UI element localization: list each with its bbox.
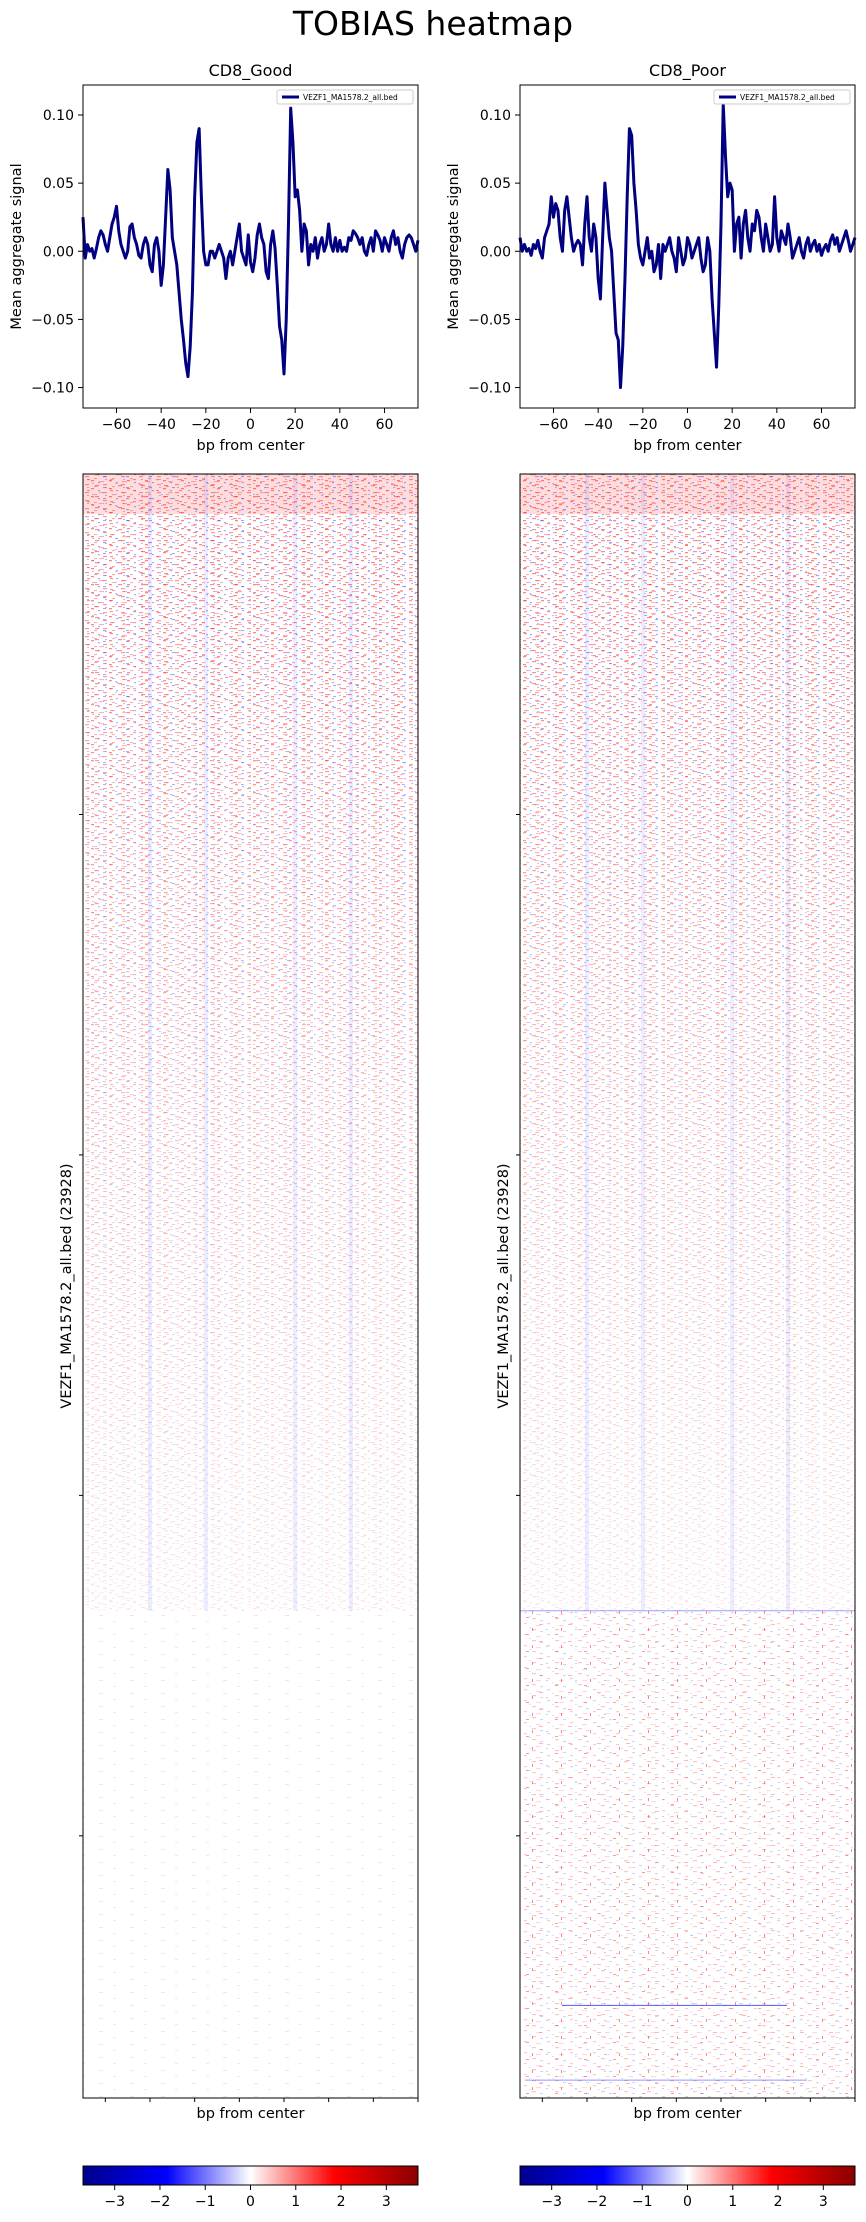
colorbar-gradient <box>82 2165 419 2186</box>
x-tick-label: −60 <box>102 417 132 433</box>
heatmap-panel-2: bp from center VEZF1_MA1578.2_all.bed (23… <box>496 473 856 2122</box>
y-tick-label: −0.10 <box>468 381 511 397</box>
x-tick-label: 60 <box>376 417 394 433</box>
legend-label: VEZF1_MA1578.2_all.bed <box>303 93 398 102</box>
y-tick-label: 0.05 <box>43 176 74 192</box>
heatmap-fade <box>83 594 418 1611</box>
x-tick-label: 40 <box>768 417 786 433</box>
heatmap-column-band <box>786 474 790 1611</box>
series-line-0 <box>518 102 857 390</box>
colorbar-tick-label: 0 <box>683 2194 692 2210</box>
heatmap-column-band <box>730 474 735 1611</box>
legend-box <box>713 89 851 105</box>
heatmap-column-band <box>148 474 152 1611</box>
colorbar-tick-label: 1 <box>728 2194 737 2210</box>
x-tick-label: 40 <box>331 417 349 433</box>
y-tick-label: −0.10 <box>31 381 74 397</box>
x-tick-label: 60 <box>813 417 831 433</box>
line-chart-cd8-good: CD8_Good −60 −40 −20 0 20 40 60 −0.10 −0.05 0.00 0.… <box>9 61 420 454</box>
colorbar-tick-label: 3 <box>382 2194 391 2210</box>
colorbar-2: −3 −2 −1 0 1 2 3 <box>519 2165 856 2210</box>
heatmap-texture-lower <box>83 1610 418 2098</box>
colorbar-tick-label: −1 <box>195 2194 216 2210</box>
x-tick-label: −20 <box>628 417 658 433</box>
figure-title: TOBIAS heatmap <box>292 4 573 43</box>
y-tick-label: 0.00 <box>480 244 511 260</box>
legend-label: VEZF1_MA1578.2_all.bed <box>740 93 835 102</box>
x-axis-label: bp from center <box>196 438 304 454</box>
heatmap-fade <box>520 594 855 1611</box>
colorbar-tick-label: −2 <box>150 2194 171 2210</box>
y-tick-label: −0.05 <box>31 312 74 328</box>
heatmap-frame <box>82 473 419 2099</box>
legend-box <box>276 89 414 105</box>
y-tick-label: 0.05 <box>480 176 511 192</box>
colorbar-1: −3 −2 −1 0 1 2 3 <box>82 2165 419 2210</box>
x-axis-label: bp from center <box>633 2106 741 2122</box>
colorbar-tick-label: 3 <box>819 2194 828 2210</box>
heatmap-panel-1: bp from center VEZF1_MA1578.2_all.bed (23… <box>59 473 419 2122</box>
colorbar-tick-label: −3 <box>104 2194 125 2210</box>
y-tick-label: 0.10 <box>480 108 511 124</box>
panel-title: CD8_Good <box>209 61 293 81</box>
y-axis-label: VEZF1_MA1578.2_all.bed (23928) <box>496 1163 512 1408</box>
y-axis-label: Mean aggregate signal <box>446 163 462 329</box>
heatmap-texture-lower-2 <box>520 1610 855 2098</box>
x-axis-label: bp from center <box>196 2106 304 2122</box>
panel-title: CD8_Poor <box>649 61 726 81</box>
x-tick-label: −40 <box>146 417 176 433</box>
y-tick-label: 0.00 <box>43 244 74 260</box>
y-axis-label: VEZF1_MA1578.2_all.bed (23928) <box>59 1163 75 1408</box>
y-tick-label: 0.10 <box>43 108 74 124</box>
heatmap-frame <box>519 473 856 2099</box>
colorbar-tick-label: 1 <box>291 2194 300 2210</box>
colorbar-tick-label: 2 <box>337 2194 346 2210</box>
line-chart-cd8-poor: CD8_Poor −60 −40 −20 0 20 40 60 −0.10 −0.05 0.00 0.… <box>446 61 857 454</box>
colorbar-tick-label: −1 <box>632 2194 653 2210</box>
colorbar-tick-label: 2 <box>774 2194 783 2210</box>
x-tick-label: 0 <box>683 417 692 433</box>
x-tick-label: −60 <box>539 417 569 433</box>
colorbar-gradient <box>519 2165 856 2186</box>
x-tick-label: −20 <box>191 417 221 433</box>
y-tick-label: −0.05 <box>468 312 511 328</box>
series-line-0 <box>81 106 420 379</box>
legend: VEZF1_MA1578.2_all.bed <box>276 89 414 105</box>
x-tick-label: 20 <box>723 417 741 433</box>
y-axis-label: Mean aggregate signal <box>9 163 25 329</box>
x-tick-label: −40 <box>583 417 613 433</box>
legend: VEZF1_MA1578.2_all.bed <box>713 89 851 105</box>
heatmap-column-band <box>293 474 298 1611</box>
heatmap-column-band <box>203 474 208 1611</box>
heatmap-column-band <box>349 474 353 1611</box>
colorbar-tick-label: −3 <box>541 2194 562 2210</box>
x-axis-label: bp from center <box>633 438 741 454</box>
x-tick-label: 20 <box>286 417 304 433</box>
heatmap-column-band <box>585 474 589 1611</box>
heatmap-column-band <box>640 474 645 1611</box>
colorbar-tick-label: −2 <box>587 2194 608 2210</box>
x-tick-label: 0 <box>246 417 255 433</box>
colorbar-tick-label: 0 <box>246 2194 255 2210</box>
